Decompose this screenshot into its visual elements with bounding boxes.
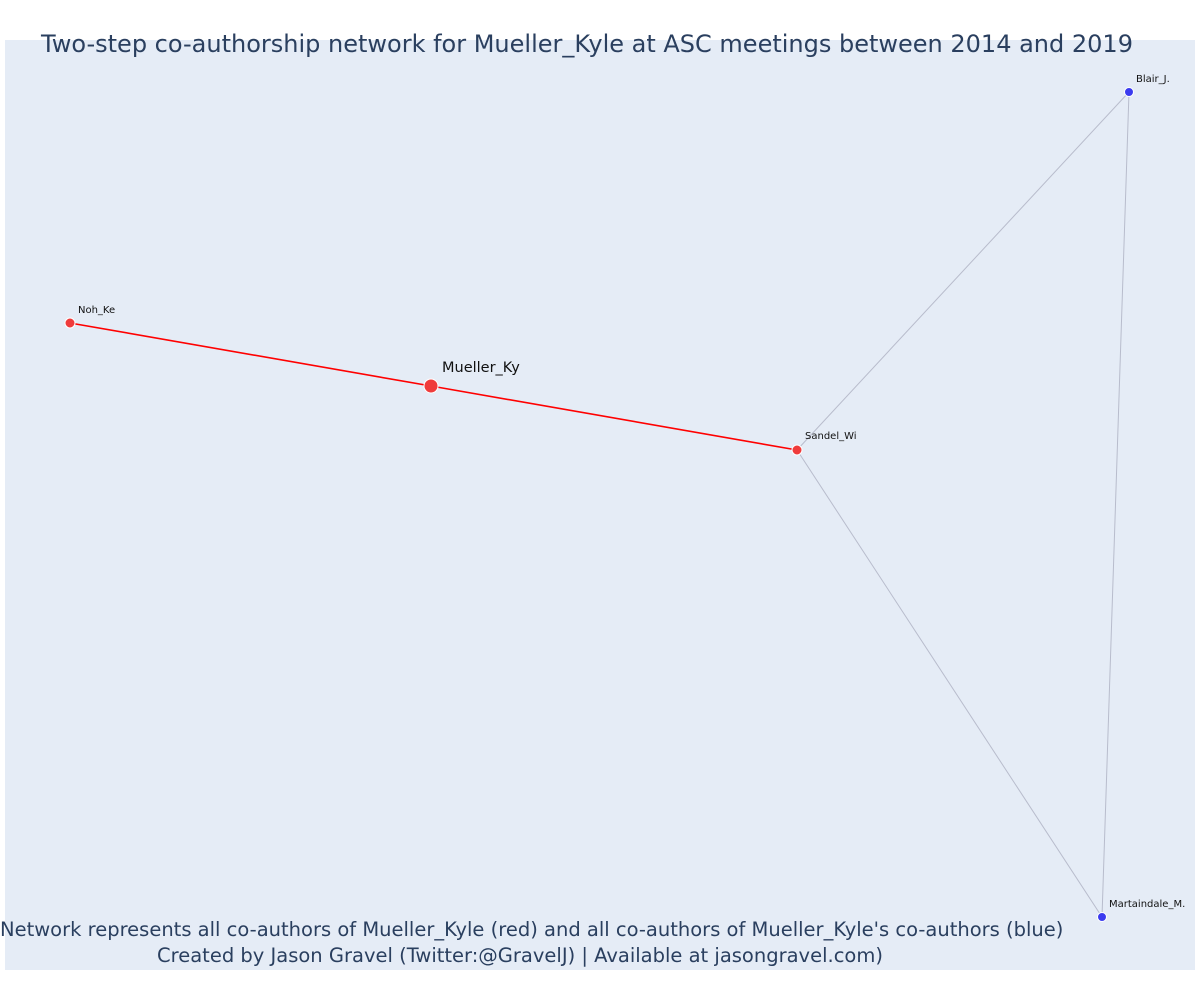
node-Mueller_Ky[interactable] — [423, 378, 439, 394]
node-Noh_Ke[interactable] — [64, 317, 76, 329]
edges-layer — [69, 91, 1130, 918]
node-Blair_J.[interactable] — [1124, 87, 1134, 97]
edge-Blair_J.-Martaindale_M. — [1101, 91, 1130, 918]
edge-Noh_Ke-Mueller_Ky — [69, 322, 432, 387]
node-label-Blair_J.: Blair_J. — [1136, 74, 1170, 85]
node-label-Martaindale_M.: Martaindale_M. — [1109, 899, 1185, 910]
node-Sandel_Wi[interactable] — [791, 444, 803, 456]
caption-line-2: Created by Jason Gravel (Twitter:@Gravel… — [157, 944, 883, 967]
caption-line-1: Network represents all co-authors of Mue… — [0, 918, 1064, 941]
edge-Sandel_Wi-Martaindale_M. — [796, 449, 1103, 918]
chart-title: Two-step co-authorship network for Muell… — [41, 30, 1133, 58]
nodes-layer — [64, 87, 1134, 922]
edge-Mueller_Ky-Sandel_Wi — [430, 385, 798, 451]
node-Martaindale_M.[interactable] — [1097, 912, 1107, 922]
labels-layer: Mueller_Ky Noh_Ke Sandel_Wi Blair_J. Martain… — [78, 74, 1185, 910]
node-label-Noh_Ke: Noh_Ke — [78, 305, 115, 316]
node-label-Sandel_Wi: Sandel_Wi — [805, 431, 857, 442]
edge-Sandel_Wi-Blair_J. — [796, 91, 1130, 451]
plot-area — [5, 40, 1195, 970]
node-label-Mueller_Ky: Mueller_Ky — [442, 360, 520, 376]
